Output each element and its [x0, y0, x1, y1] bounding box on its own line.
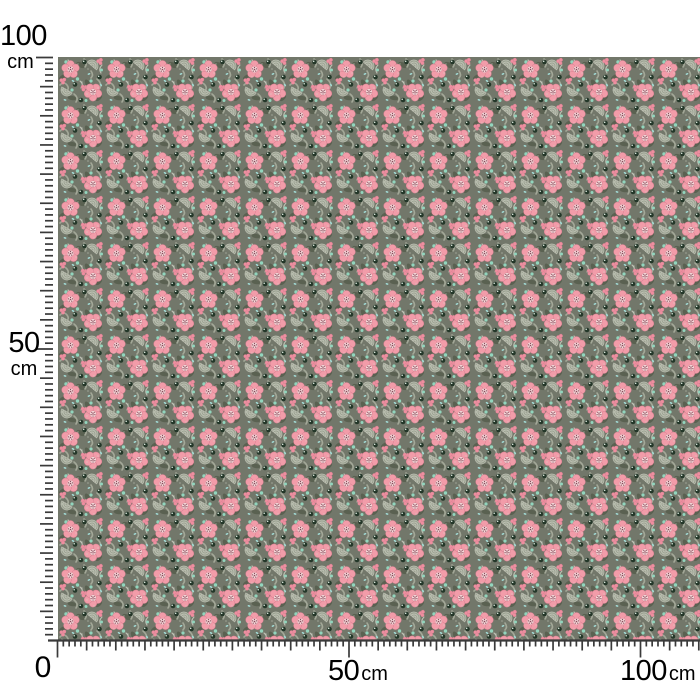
vertical-ruler-label-100: 100 cm — [0, 20, 47, 74]
fabric-swatch — [58, 57, 700, 640]
label-number: 50 — [8, 327, 40, 359]
label-number: 100 — [0, 20, 47, 52]
horizontal-ruler-label-100: 100 cm — [620, 657, 696, 686]
label-unit: cm — [668, 663, 696, 685]
label-unit: cm — [361, 663, 388, 685]
label-unit: cm — [7, 51, 34, 74]
label-unit: cm — [10, 358, 38, 381]
floral-pattern-svg — [58, 57, 700, 640]
horizontal-ruler-label-50: 50 cm — [328, 657, 388, 686]
vertical-ruler-label-50: 50 cm — [4, 327, 44, 381]
label-number: 50 — [328, 655, 360, 687]
ruler-origin-label: 0 — [34, 651, 52, 684]
label-number: 100 — [620, 655, 667, 687]
